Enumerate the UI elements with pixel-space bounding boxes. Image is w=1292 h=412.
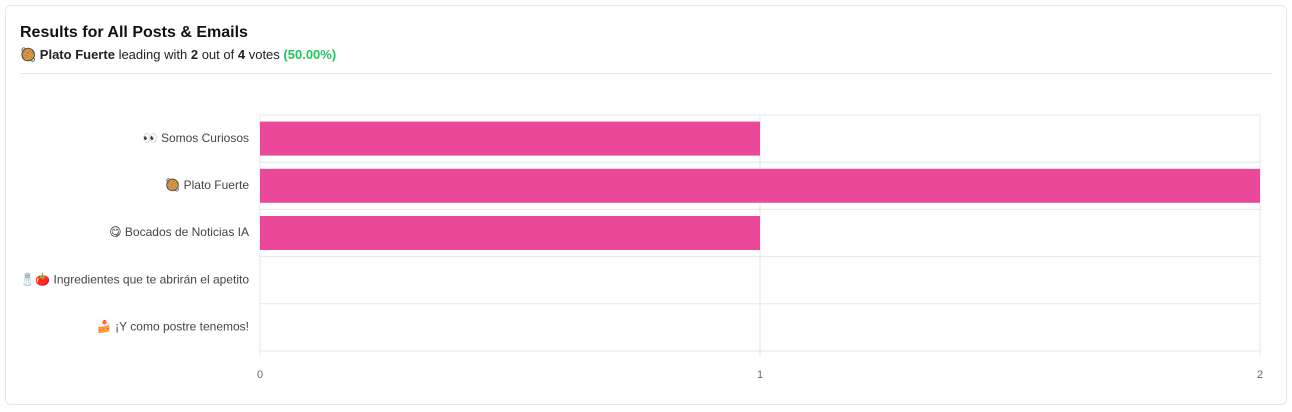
y-tick-label: 🧂🍅 Ingredientes que te abrirán el apetit… — [20, 271, 249, 286]
y-tick-label: 🍰 ¡Y como postre tenemos! — [97, 320, 249, 334]
total-votes: 4 — [237, 47, 246, 62]
text: leading with — [118, 47, 188, 62]
share: (50.00%) — [283, 47, 337, 62]
text: votes — [248, 47, 280, 62]
card — [5, 5, 1287, 405]
x-tick-label: 2 — [1257, 369, 1263, 381]
leader-votes: 2 — [190, 47, 199, 62]
leader: 🥘 Plato Fuerte — [20, 47, 115, 62]
y-tick-label: 👀 Somos Curiosos — [143, 131, 249, 145]
bar — [260, 121, 760, 156]
y-tick-label: 🥘 Plato Fuerte — [165, 177, 249, 192]
text: out of — [201, 47, 235, 62]
bar — [260, 168, 1260, 203]
y-tick-label: 😋 Bocados de Noticias IA — [109, 225, 249, 239]
bar — [260, 216, 760, 250]
x-tick-label: 0 — [257, 369, 263, 381]
title: Results for All Posts & Emails — [20, 24, 248, 41]
x-tick-label: 1 — [757, 369, 763, 381]
subtitle: 🥘 Plato Fuerte leading with 2 out of 4 v… — [20, 47, 336, 63]
divider — [20, 73, 1272, 74]
